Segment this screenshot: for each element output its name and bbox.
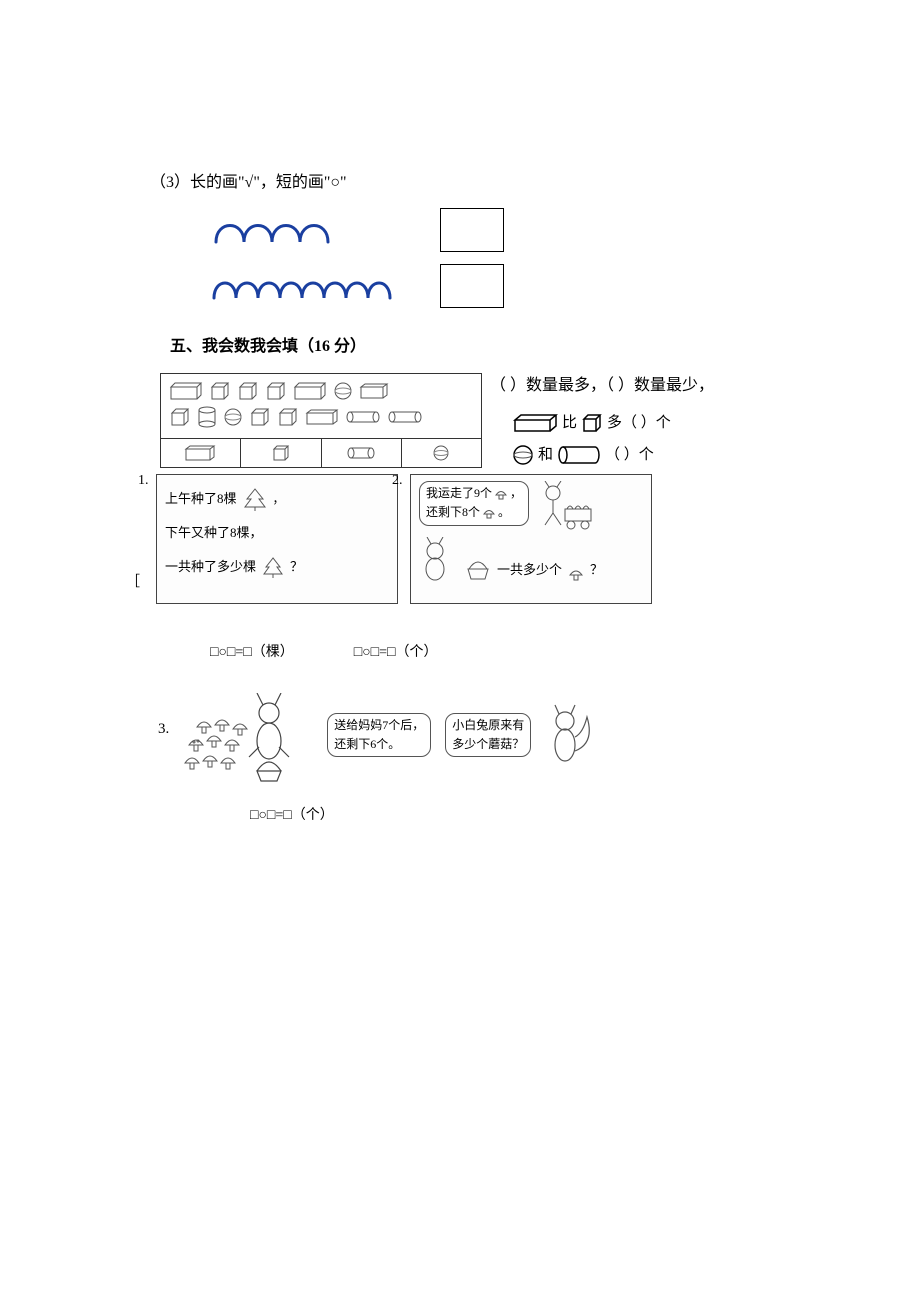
cube-icon [249,406,271,428]
p1-line1: 上午种了8棵 ， [165,487,389,511]
cylinder-side-icon [387,410,423,424]
comma-1: ， [273,490,285,509]
legend-cuboid [161,439,241,467]
squirrel-icon [545,703,595,773]
p1-line2: 下午又种了8棵， [165,523,389,544]
problem-1-number: 1. [138,470,149,492]
problem-2-box: 我运走了9个 ， 还剩下8个 。 [410,474,652,604]
cube-icon [581,412,603,434]
most-least-sentence: （ ）数量最多，（ ）数量最少， [490,373,714,399]
p3-b1-b: 还剩下6个。 [334,735,424,754]
shapes-grid [161,374,481,438]
spring-row-short [210,206,780,254]
p2-top: 我运走了9个 ， 还剩下8个 。 [419,481,643,531]
p1-text-3: 一共种了多少棵 [165,557,256,578]
p2-bubble-1: 我运走了9个 ， 还剩下8个 。 [419,481,529,525]
p3-b1-a: 送给妈妈7个后， [334,716,424,735]
answer-box-long[interactable] [440,264,504,308]
spring-row-long [210,262,780,310]
p2-b1-text-a: 我运走了9个 [426,484,492,503]
p2-b1-l2: 还剩下8个 。 [426,503,522,522]
sphere-icon [512,444,534,466]
sphere-icon [432,444,450,462]
p3-bubble-1: 送给妈妈7个后， 还剩下6个。 [327,713,431,757]
q3-prompt: （3）长的画"√"，短的画"○" [150,170,780,196]
p1-text-1: 上午种了8棵 [165,489,237,510]
rabbit-icon [419,537,459,581]
side-bracket: ［ [126,572,140,594]
springs-block [210,206,780,310]
cuboid-icon [184,444,218,462]
equation-line: □○□=□（棵） □○□=□（个） [210,642,780,664]
worksheet-page: （3）长的画"√"，短的画"○" 五、我会数我会填（16 分） （ ）数量最多，… [0,0,920,1302]
shapes-box [160,373,482,468]
mushroom-icon [568,567,584,581]
eq-2[interactable]: □○□=□（个） [354,642,438,664]
shapes-row-1 [169,380,473,402]
p2-bottom: 一共多少个 ？ [419,537,643,581]
p2-qmark: ？ [590,560,603,581]
compare-tail-2: （ ）个 [605,443,654,467]
problems-row: ［ 1. 上午种了8棵 ， 下午又种了8棵， 一共种了多少棵 [156,474,780,604]
p3-bubble-2: 小白兔原来有 多少个蘑菇？ [445,713,531,757]
compare-line-2: 和 （ ）个 [512,443,671,467]
shapes-row-2 [169,406,473,428]
rabbit-cart-icon [535,481,597,531]
p2-comma: ， [510,484,522,503]
cuboid-icon [169,381,203,401]
cube-icon [237,380,259,402]
cuboid-icon [293,381,327,401]
eq-1[interactable]: □○□=□（棵） [210,642,294,664]
cylinder-side-icon [557,444,601,466]
problem-1-box: 上午种了8棵 ， 下午又种了8棵， 一共种了多少棵 [156,474,398,604]
cube-icon [265,380,287,402]
answer-box-short[interactable] [440,208,504,252]
p3-b2-a: 小白兔原来有 [452,716,524,735]
eq-3[interactable]: □○□=□（个） [250,805,780,827]
p1-line3: 一共种了多少棵 ？ [165,556,389,578]
p2-b1-text-b: 还剩下8个 [426,503,480,522]
legend-sphere [402,439,481,467]
problem-2-wrap: 2. 我运走了9个 ， 还剩下8个 。 [410,474,652,604]
mushroom-icon [494,488,508,500]
compare-line-1: 比 多（ ）个 [512,411,671,435]
basket-icon [465,559,491,581]
problem-3-number: 3. [158,717,169,741]
cube-icon [209,380,231,402]
tree-icon [241,487,269,511]
cube-icon [169,406,191,428]
compare-tail-1: 多（ ）个 [607,411,671,435]
cuboid-icon [359,382,389,400]
cube-icon [271,443,291,463]
compare-lines: 比 多（ ）个 和 （ ）个 [512,411,671,475]
compare-mid-1: 比 [562,411,577,435]
compare-mid-2: 和 [538,443,553,467]
spring-long-icon [210,262,410,310]
section5-content: （ ）数量最多，（ ）数量最少， [150,373,780,827]
sphere-icon [223,407,243,427]
sphere-icon [333,381,353,401]
p2-period: 。 [498,503,510,522]
legend-cube [241,439,321,467]
p1-qmark: ？ [290,557,303,578]
problem-1-wrap: ［ 1. 上午种了8棵 ， 下午又种了8棵， 一共种了多少棵 [156,474,398,604]
spring-short-icon [210,206,410,254]
problem-2-number: 2. [392,470,403,492]
legend-cylinder [322,439,402,467]
cylinder-icon [197,406,217,428]
section5-title: 五、我会数我会填（16 分） [170,334,780,360]
cuboid-icon [512,413,558,433]
legend-row [161,438,481,467]
rabbit-mushrooms-icon [183,693,313,783]
cube-icon [277,406,299,428]
p2-b1-l1: 我运走了9个 ， [426,484,522,503]
cylinder-side-icon [346,445,376,461]
problem-3: 3. [158,693,780,783]
cylinder-side-icon [345,410,381,424]
mushroom-icon [482,507,496,519]
p2-bottom-text: 一共多少个 [497,560,562,581]
p3-b2-b: 多少个蘑菇？ [452,735,524,754]
tree-icon [260,556,286,578]
cuboid-icon [305,408,339,426]
